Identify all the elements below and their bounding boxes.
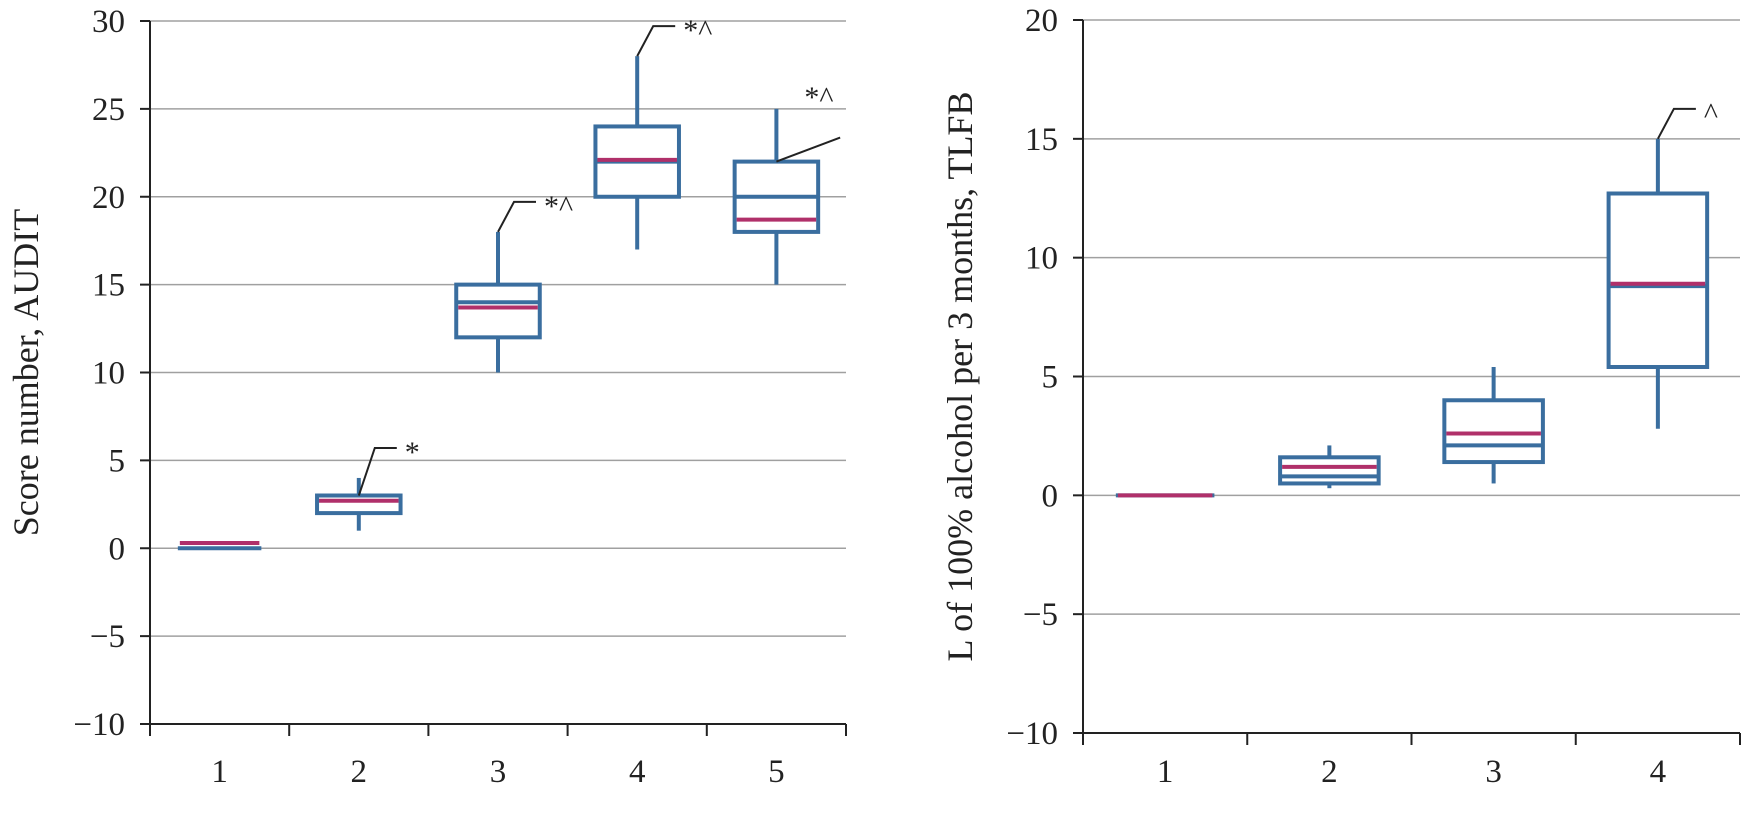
box-4: ^ xyxy=(1606,97,1718,429)
y-tick-label: 15 xyxy=(92,268,125,304)
box-5: *^ xyxy=(732,81,841,285)
box-iqr xyxy=(1442,398,1545,465)
y-tick-label: 10 xyxy=(92,356,125,392)
annotation-leader xyxy=(776,136,841,163)
box-2: * xyxy=(315,436,420,531)
y-tick-label: −5 xyxy=(90,619,125,655)
x-tick-label: 2 xyxy=(1321,754,1338,790)
x-tick-label: 4 xyxy=(1650,754,1667,790)
y-tick-label: 0 xyxy=(109,531,126,567)
y-tick-label: 25 xyxy=(92,92,125,128)
chart-panel-1: −10 −5 0 5 10 15 20 25 30 1 2 3 4 5 Score number, AUDI… xyxy=(6,4,847,790)
x-tick-label: 1 xyxy=(211,754,228,790)
annotation-leader xyxy=(497,200,536,233)
x-tick-label: 3 xyxy=(1485,754,1502,790)
box-2 xyxy=(1278,445,1381,489)
annotation-leader xyxy=(357,446,397,496)
y-tick-label: 15 xyxy=(1025,122,1058,158)
y-axis-label: L of 100% alcohol per 3 months, TLFB xyxy=(940,92,980,662)
y-tick-label: 10 xyxy=(1025,241,1058,277)
x-tick-label: 2 xyxy=(351,754,368,790)
y-tick-label: −10 xyxy=(1006,716,1058,752)
y-tick-label: 20 xyxy=(92,180,125,216)
box-iqr xyxy=(1278,455,1381,486)
x-tick-label: 1 xyxy=(1157,754,1174,790)
box-3 xyxy=(1442,366,1545,484)
annotation-label: ^ xyxy=(1704,97,1718,130)
box-iqr xyxy=(454,282,542,340)
box-1 xyxy=(177,540,262,551)
y-tick-label: 5 xyxy=(1042,360,1059,396)
y-tick-label: 30 xyxy=(92,4,125,40)
y-tick-label: 20 xyxy=(1025,3,1058,39)
annotation-leader xyxy=(636,25,676,57)
x-tick-label: 4 xyxy=(629,754,646,790)
y-tick-label: 0 xyxy=(1042,478,1059,514)
box-iqr xyxy=(1606,191,1710,369)
annotation-label: *^ xyxy=(683,14,712,47)
annotation-leader xyxy=(1656,107,1696,140)
y-tick-label: −10 xyxy=(73,707,125,743)
chart-panel-2: −10 −5 0 5 10 15 20 1 2 3 4 L of 100% alcohol per 3… xyxy=(940,3,1741,790)
annotation-label: * xyxy=(405,436,420,469)
box-4: *^ xyxy=(593,14,712,250)
x-tick-label: 3 xyxy=(490,754,507,790)
box-iqr xyxy=(315,493,403,516)
x-tick-label: 5 xyxy=(768,754,785,790)
y-axis-label: Score number, AUDIT xyxy=(6,209,46,536)
annotation-label: *^ xyxy=(544,190,573,223)
box-3: *^ xyxy=(454,190,573,373)
y-tick-label: −5 xyxy=(1023,597,1058,633)
annotation-label: *^ xyxy=(804,81,833,114)
y-tick-label: 5 xyxy=(109,443,126,479)
